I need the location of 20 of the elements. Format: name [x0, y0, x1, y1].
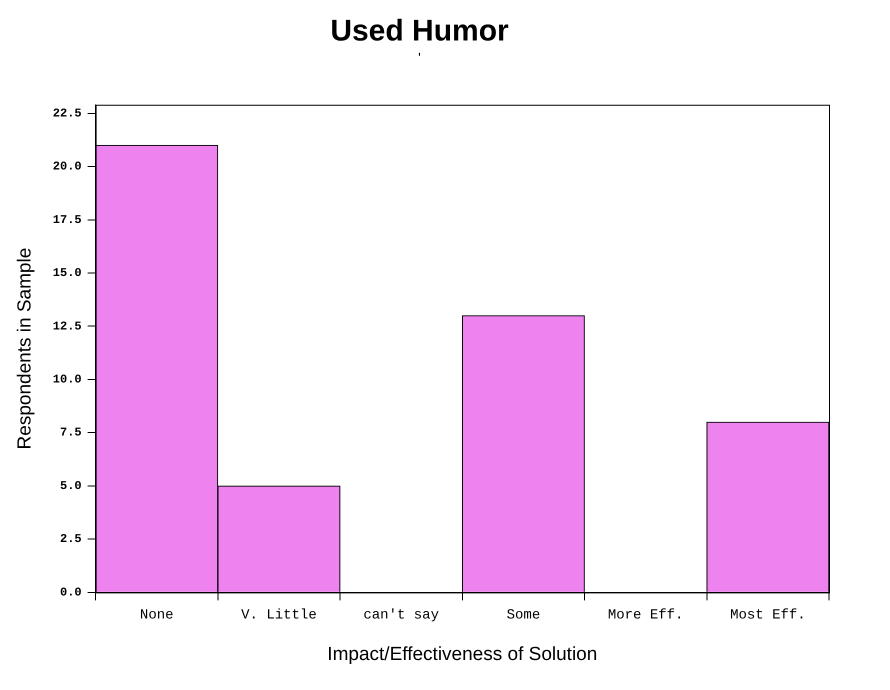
- x-tick-label: Most Eff.: [730, 608, 806, 624]
- chart-subtitle: ': [418, 49, 421, 66]
- x-tick-label: Some: [506, 608, 540, 624]
- y-tick-label: 15.0: [52, 266, 82, 280]
- x-tick-label: More Eff.: [608, 608, 684, 624]
- y-tick-label: 10.0: [52, 372, 82, 386]
- y-tick-label: 0.0: [60, 585, 82, 600]
- y-tick-label: 2.5: [60, 532, 82, 546]
- y-tick-label: 7.5: [60, 426, 82, 440]
- x-axis-title: Impact/Effectiveness of Solution: [327, 644, 598, 665]
- y-tick-label: 22.5: [52, 106, 82, 120]
- chart-title: Used Humor: [330, 14, 510, 48]
- y-tick-label: 12.5: [52, 319, 82, 334]
- y-axis-title: Respondents in Sample: [14, 248, 36, 450]
- x-tick-label: can't say: [363, 608, 439, 624]
- y-tick-label: 5.0: [60, 478, 82, 493]
- y-tick-label: 20.0: [52, 160, 82, 174]
- x-tick-label: None: [140, 608, 174, 624]
- x-tick-label: V. Little: [241, 608, 317, 624]
- y-tick-label: 17.5: [52, 212, 82, 227]
